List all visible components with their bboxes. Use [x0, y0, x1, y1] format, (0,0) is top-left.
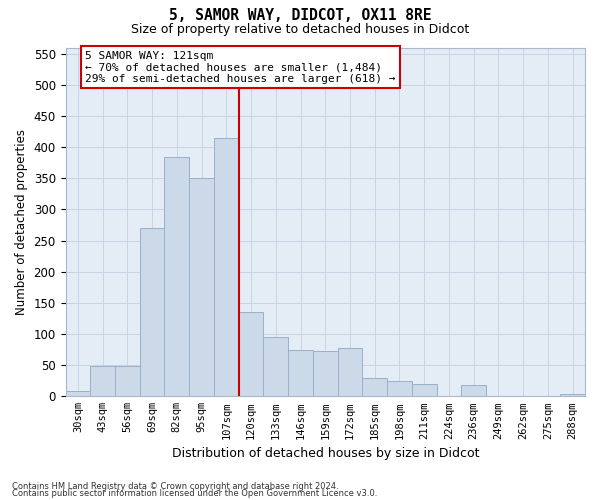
Text: 5, SAMOR WAY, DIDCOT, OX11 8RE: 5, SAMOR WAY, DIDCOT, OX11 8RE: [169, 8, 431, 22]
Bar: [214, 138, 239, 396]
Bar: [189, 178, 214, 396]
Bar: [560, 394, 585, 396]
Bar: [387, 380, 412, 396]
Bar: [362, 378, 387, 396]
Bar: [65, 392, 90, 396]
Bar: [140, 228, 164, 396]
Y-axis label: Number of detached properties: Number of detached properties: [15, 129, 28, 315]
Bar: [313, 352, 338, 397]
Bar: [239, 312, 263, 396]
Text: 5 SAMOR WAY: 121sqm
← 70% of detached houses are smaller (1,484)
29% of semi-det: 5 SAMOR WAY: 121sqm ← 70% of detached ho…: [85, 50, 396, 84]
Bar: [412, 384, 437, 396]
Bar: [461, 385, 486, 396]
Bar: [115, 366, 140, 396]
Bar: [90, 366, 115, 396]
Bar: [288, 350, 313, 397]
Text: Size of property relative to detached houses in Didcot: Size of property relative to detached ho…: [131, 22, 469, 36]
Text: Contains HM Land Registry data © Crown copyright and database right 2024.: Contains HM Land Registry data © Crown c…: [12, 482, 338, 491]
X-axis label: Distribution of detached houses by size in Didcot: Distribution of detached houses by size …: [172, 447, 479, 460]
Bar: [338, 348, 362, 397]
Bar: [263, 337, 288, 396]
Bar: [164, 156, 189, 396]
Text: Contains public sector information licensed under the Open Government Licence v3: Contains public sector information licen…: [12, 489, 377, 498]
